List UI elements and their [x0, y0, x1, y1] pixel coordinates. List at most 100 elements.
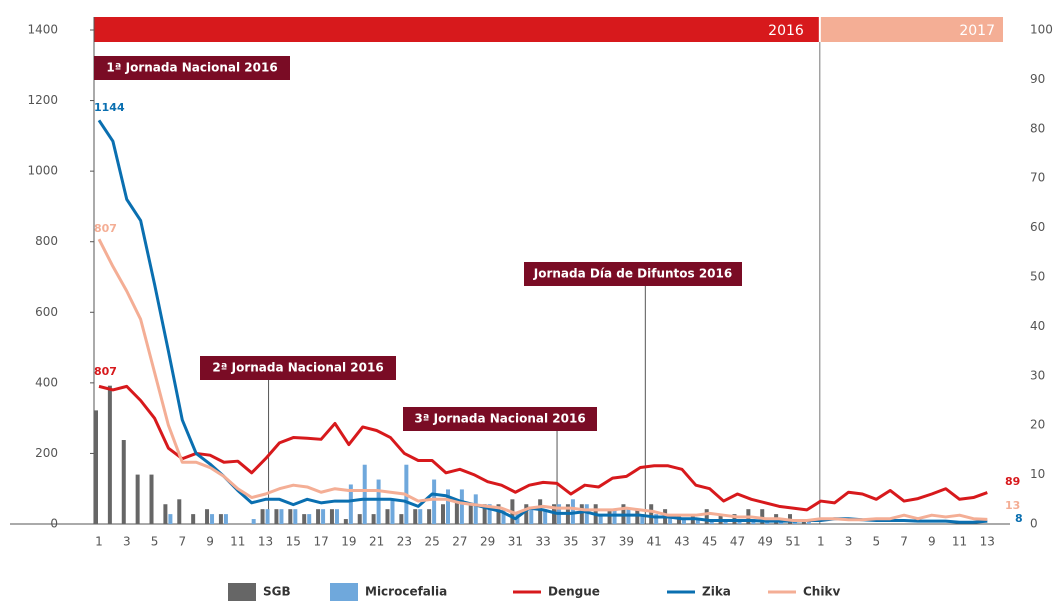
x-tick-label: 1: [95, 535, 103, 549]
bar: [584, 504, 589, 524]
y2-tick-label: 100: [1030, 23, 1053, 37]
legend-label: SGB: [263, 585, 291, 599]
legend-swatch: [228, 583, 256, 601]
x-tick-label: 35: [563, 535, 578, 549]
line: [97, 238, 988, 522]
bar: [293, 509, 298, 524]
annotation-label: 2ª Jornada Nacional 2016: [212, 361, 383, 375]
bar: [654, 514, 659, 524]
x-tick-label: 51: [785, 535, 800, 549]
bar: [579, 504, 584, 524]
bar: [343, 519, 348, 524]
bar: [316, 509, 321, 524]
x-tick-label: 47: [730, 535, 745, 549]
bar: [695, 519, 700, 524]
legend-label: Zika: [702, 585, 731, 599]
y2-tick-label: 90: [1030, 72, 1045, 86]
bar: [473, 494, 478, 524]
y-tick-label: 800: [35, 234, 58, 248]
x-tick-label: 27: [452, 535, 467, 549]
bar: [376, 479, 381, 524]
legend-label: Dengue: [548, 585, 600, 599]
y2-tick-label: 20: [1030, 418, 1045, 432]
x-tick-label: 3: [123, 535, 131, 549]
bar: [307, 514, 312, 524]
year-band: [94, 17, 819, 42]
x-tick-label: 13: [258, 535, 273, 549]
point-label: 13: [1005, 499, 1020, 512]
bar: [218, 514, 223, 524]
y2-tick-label: 80: [1030, 121, 1045, 135]
x-tick-label: 37: [591, 535, 606, 549]
bar: [210, 514, 215, 524]
bar: [413, 509, 418, 524]
annotation-label: Jornada Día de Difuntos 2016: [533, 267, 732, 281]
bar: [94, 410, 98, 524]
bar: [441, 504, 445, 524]
y-tick-label: 1200: [27, 93, 58, 107]
x-tick-label: 33: [536, 535, 551, 549]
x-tick-label: 9: [206, 535, 214, 549]
bar: [321, 509, 326, 524]
bar: [371, 514, 376, 524]
bar: [251, 519, 256, 524]
year-band: [820, 17, 1003, 42]
bar: [427, 509, 432, 524]
bar: [760, 509, 765, 524]
y-tick-label: 200: [35, 446, 58, 460]
x-tick-label: 19: [341, 535, 356, 549]
annotation-label: 3ª Jornada Nacional 2016: [414, 412, 585, 426]
y2-tick-label: 70: [1030, 171, 1045, 185]
x-tick-label: 7: [178, 535, 186, 549]
x-tick-label: 23: [397, 535, 412, 549]
bar: [348, 484, 353, 524]
bar: [362, 464, 367, 524]
y-tick-label: 0: [50, 517, 58, 531]
bar: [265, 509, 270, 524]
bar: [524, 504, 529, 524]
legend-swatch: [330, 583, 358, 601]
bar: [446, 489, 450, 524]
bar: [640, 514, 645, 524]
legend-label: Chikv: [803, 585, 840, 599]
bar: [529, 509, 534, 524]
x-tick-label: 5: [872, 535, 880, 549]
x-tick-label: 9: [928, 535, 936, 549]
bar: [279, 509, 284, 524]
x-tick-label: 21: [369, 535, 384, 549]
year-label: 2017: [959, 23, 995, 39]
bar: [205, 509, 210, 524]
line: [98, 384, 988, 512]
x-tick-label: 29: [480, 535, 495, 549]
y2-tick-label: 50: [1030, 270, 1045, 284]
bar: [260, 509, 265, 524]
bar: [385, 509, 390, 524]
x-tick-label: 43: [674, 535, 689, 549]
x-tick-label: 7: [900, 535, 908, 549]
x-tick-label: 39: [619, 535, 634, 549]
x-tick-label: 1: [817, 535, 825, 549]
x-tick-label: 17: [313, 535, 328, 549]
bar: [334, 509, 339, 524]
bar: [598, 514, 603, 524]
y2-tick-label: 0: [1030, 517, 1038, 531]
bar: [649, 504, 654, 524]
legend-label: Microcefalia: [365, 585, 447, 599]
point-label: 807: [94, 222, 117, 235]
annotation-label: 1ª Jornada Nacional 2016: [106, 61, 277, 75]
bar: [357, 514, 362, 524]
x-tick-label: 25: [424, 535, 439, 549]
bar: [121, 440, 126, 524]
bar: [107, 385, 112, 524]
bar: [274, 509, 279, 524]
bar: [399, 514, 404, 524]
x-tick-label: 13: [980, 535, 995, 549]
bar: [454, 499, 459, 524]
bar: [496, 504, 501, 524]
point-label: 1144: [94, 101, 125, 114]
bar: [538, 499, 543, 524]
x-tick-label: 11: [952, 535, 967, 549]
x-tick-label: 3: [845, 535, 853, 549]
x-tick-label: 5: [151, 535, 159, 549]
